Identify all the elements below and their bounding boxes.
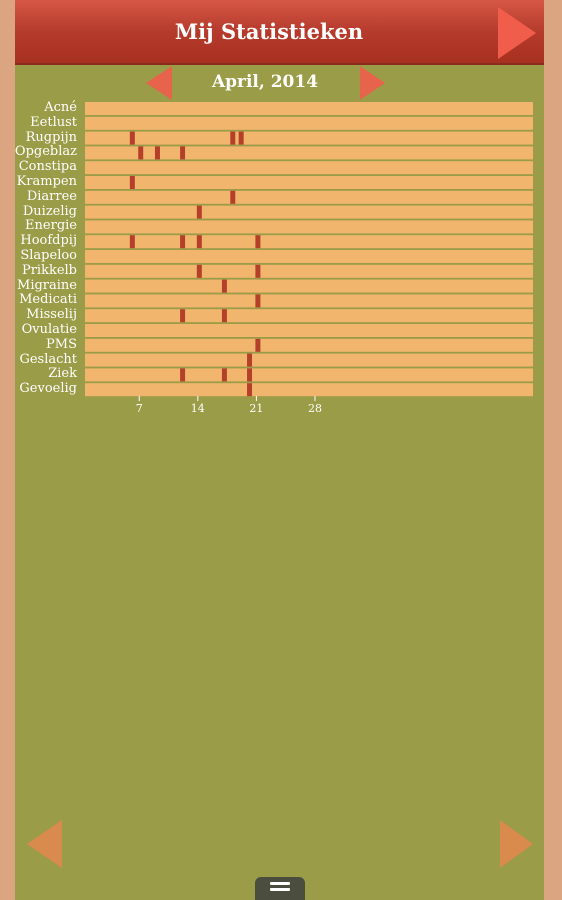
symptom-row	[85, 279, 533, 293]
symptom-row	[85, 353, 533, 367]
triangle-right-icon[interactable]	[498, 7, 536, 59]
prev-month-button[interactable]	[146, 66, 172, 100]
symptom-mark	[255, 264, 261, 278]
header-bar: Mij Statistieken	[15, 0, 544, 65]
symptom-row	[85, 131, 533, 145]
symptom-label: Misselij	[26, 307, 77, 323]
symptom-row	[85, 368, 533, 382]
symptom-label: Ovulatie	[21, 322, 77, 337]
symptom-label: Medicati	[19, 292, 77, 308]
symptom-label: Migraine	[17, 277, 77, 293]
x-tick-label: 14	[191, 402, 205, 415]
symptom-label: Eetlust	[30, 114, 77, 130]
symptom-row	[85, 176, 533, 189]
symptom-mark	[180, 235, 186, 249]
x-tick-label: 7	[136, 402, 143, 415]
page-title: Mij Statistieken	[174, 19, 364, 44]
symptom-label: Ziek	[48, 366, 77, 382]
menu-lines-icon	[270, 882, 290, 885]
symptom-mark	[196, 264, 202, 278]
symptom-mark	[138, 146, 144, 160]
symptom-mark	[129, 131, 135, 145]
symptom-mark	[180, 368, 186, 382]
symptom-label: Diarree	[26, 188, 77, 204]
symptom-mark	[255, 294, 261, 308]
symptom-mark	[247, 383, 253, 397]
symptom-mark	[255, 235, 261, 249]
symptom-row	[85, 250, 533, 263]
right-border	[544, 0, 562, 900]
symptom-label: Opgeblaz	[14, 144, 77, 160]
left-border	[0, 0, 15, 900]
symptom-row	[85, 264, 533, 278]
symptom-mark	[129, 176, 135, 189]
symptom-mark	[247, 368, 253, 382]
symptom-mark	[154, 146, 160, 160]
x-tick-label: 21	[249, 402, 263, 415]
symptom-label: Rugpijn	[25, 129, 77, 145]
symptom-row	[85, 161, 533, 175]
symptom-mark	[221, 368, 227, 382]
symptom-mark	[255, 338, 261, 352]
symptom-label: Gevoelig	[19, 381, 77, 397]
symptom-mark	[180, 146, 186, 160]
symptom-label: Constipa	[18, 159, 77, 175]
symptom-label: PMS	[46, 336, 77, 352]
menu-lines-icon	[270, 888, 290, 891]
symptom-chart: 7 14 21 28	[85, 102, 533, 415]
symptom-label: Hoofdpij	[20, 233, 77, 249]
symptom-label: Geslacht	[19, 351, 77, 367]
symptom-row	[85, 220, 533, 234]
symptom-label: Acné	[44, 100, 77, 115]
symptom-mark	[221, 279, 227, 293]
symptom-mark	[129, 235, 135, 249]
next-month-button[interactable]	[360, 66, 385, 100]
x-tick-label: 28	[308, 402, 322, 415]
symptom-mark	[230, 131, 236, 145]
symptom-mark	[196, 205, 202, 219]
stats-screen: Mij Statistieken April, 2014 Acné Eetlust…	[15, 0, 544, 900]
symptom-mark	[247, 353, 253, 367]
symptom-mark	[238, 131, 244, 145]
prev-page-button[interactable]	[27, 820, 62, 868]
next-page-button[interactable]	[500, 820, 533, 868]
symptom-row	[85, 324, 533, 337]
symptom-label: Duizelig	[22, 203, 77, 219]
symptom-label: Slapeloo	[20, 248, 77, 263]
symptom-row	[85, 190, 533, 204]
symptom-label: Prikkelb	[21, 262, 77, 278]
menu-button[interactable]	[255, 877, 305, 900]
symptom-row	[85, 309, 533, 323]
symptom-label: Krampen	[16, 174, 77, 189]
symptom-label: Energie	[25, 218, 77, 234]
symptom-row	[85, 383, 533, 397]
symptom-row	[85, 146, 533, 160]
symptom-row	[85, 338, 533, 352]
symptom-mark	[180, 309, 186, 323]
symptom-row	[85, 235, 533, 249]
symptom-row	[85, 102, 533, 115]
symptom-mark	[196, 235, 202, 249]
symptom-row	[85, 205, 533, 219]
month-label: April, 2014	[211, 72, 319, 92]
symptom-row	[85, 116, 533, 130]
symptom-mark	[221, 309, 227, 323]
symptom-mark	[230, 190, 236, 204]
symptom-row	[85, 294, 533, 308]
